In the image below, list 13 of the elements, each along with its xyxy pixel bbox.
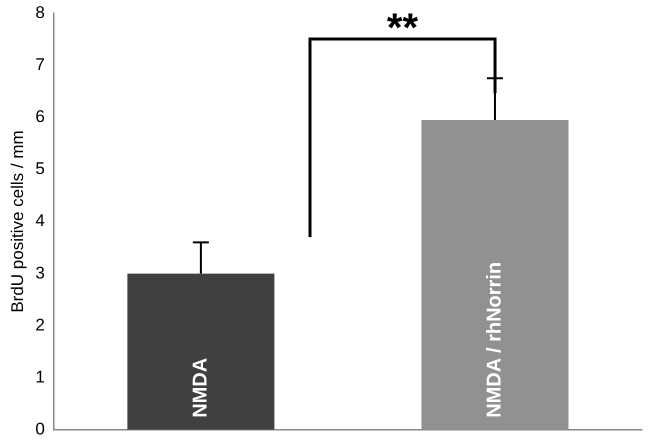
- y-tick-label: 0: [35, 419, 45, 438]
- y-tick-label: 6: [35, 107, 45, 126]
- y-tick-label: 5: [35, 159, 45, 178]
- y-tick-label: 8: [35, 2, 45, 22]
- x-tick-label: NMDA: [189, 358, 212, 418]
- x-tick-label: NMDA / rhNorrin: [483, 262, 506, 418]
- y-tick-label: 4: [35, 211, 45, 230]
- annotation: **: [386, 6, 418, 50]
- y-tick-label: 1: [35, 367, 45, 386]
- y-tick-label: 7: [35, 54, 45, 74]
- y-tick-label: 3: [35, 263, 45, 282]
- y-tick-label: 2: [35, 315, 45, 334]
- y-axis-title: BrdU positive cells / mm: [8, 130, 27, 313]
